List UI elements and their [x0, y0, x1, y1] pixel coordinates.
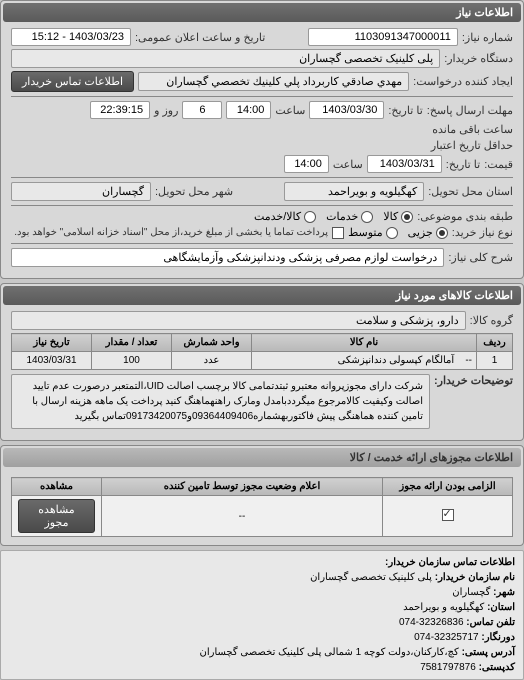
col-row: ردیف — [477, 334, 513, 352]
cell-name: آمالگام کپسولی دندانپزشکی — [338, 355, 455, 366]
permit-col-status: اعلام وضعیت مجوز توسط تامین کننده — [102, 478, 383, 496]
footer-postcode-label: کدپستی: — [479, 662, 515, 673]
min-valid-label: حداقل تاریخ اعتبار — [431, 139, 513, 152]
deadline-time: 14:00 — [226, 101, 271, 119]
footer-city: گچساران — [452, 587, 490, 598]
permit-mandatory-checkbox[interactable] — [442, 509, 454, 521]
buy-note: پرداخت تماما یا بخشی از مبلغ خرید،از محل… — [14, 227, 328, 238]
buyer-value: پلی کلینیک تخصصی گچساران — [11, 49, 440, 68]
goods-header: اطلاعات کالاهای مورد نیاز — [3, 286, 521, 305]
deadline-send-label: مهلت ارسال پاسخ: — [427, 104, 513, 117]
col-qty: تعداد / مقدار — [92, 334, 172, 352]
permit-col-mandatory: الزامی بودن ارائه مجوز — [383, 478, 513, 496]
footer-fax-label: دورنگار: — [481, 632, 515, 643]
permit-status-value: -- — [102, 496, 383, 537]
footer-province: کهگیلویه و بویراحمد — [403, 602, 484, 613]
time-label-2: ساعت — [333, 158, 363, 171]
radio-khadamat[interactable] — [361, 211, 373, 223]
announce-label: تاریخ و ساعت اعلان عمومی: — [135, 31, 265, 44]
radio-motavaset[interactable] — [386, 227, 398, 239]
need-info-header: اطلاعات نیاز — [3, 3, 521, 22]
desc-label: شرح کلی نیاز: — [448, 251, 513, 264]
permit-view-button[interactable]: مشاهده مجوز — [18, 499, 95, 533]
remain-label: ساعت باقی مانده — [432, 123, 513, 136]
col-unit: واحد شمارش — [172, 334, 252, 352]
note-value: شرکت دارای مجوزپروانه معتبرو ثبتدتمامی ک… — [11, 374, 430, 429]
price-label: قیمت: — [484, 158, 513, 171]
need-info-panel: اطلاعات نیاز شماره نیاز: 110309134700001… — [0, 0, 524, 279]
radio-jozi-label: جزیی — [408, 226, 433, 239]
footer-header: اطلاعات تماس سازمان خریدار: — [9, 555, 515, 570]
footer-org: پلی کلینیک تخصصی گچساران — [310, 572, 432, 583]
footer-phone: 32326836-074 — [399, 617, 464, 628]
city-label: شهر محل تحویل: — [155, 185, 233, 198]
treasury-checkbox[interactable] — [332, 227, 344, 239]
radio-kala[interactable] — [401, 211, 413, 223]
footer-province-label: استان: — [487, 602, 515, 613]
days-label: روز و — [154, 104, 178, 117]
footer-address: کچ،کارکنان،دولت کوچه 1 شمالی پلی کلینیک … — [200, 647, 459, 658]
time-label-1: ساعت — [275, 104, 305, 117]
province-label: استان محل تحویل: — [428, 185, 513, 198]
requester-value: مهدي صادقي كاربرداد پلي كلينيك تخصصي گچس… — [138, 72, 409, 91]
footer-org-label: نام سازمان خریدار: — [435, 572, 515, 583]
contact-buyer-button[interactable]: اطلاعات تماس خریدار — [11, 71, 134, 92]
goods-group-value: دارو، پزشکی و سلامت — [11, 311, 466, 330]
buyer-label: دستگاه خریدار: — [444, 52, 513, 65]
permit-table: الزامی بودن ارائه مجوز اعلام وضعیت مجوز … — [11, 477, 513, 537]
deadline-date: 1403/03/30 — [309, 101, 384, 119]
req-no-value: 1103091347000011 — [308, 28, 458, 46]
province-value: کهگیلویه و بویراحمد — [284, 182, 424, 201]
footer-address-label: آدرس پستی: — [462, 647, 515, 658]
radio-motavaset-label: متوسط — [348, 226, 383, 239]
note-label: توضیحات خریدار: — [434, 374, 513, 387]
group-radio-group: کالا خدمات کالا/خدمت — [254, 210, 413, 223]
price-time: 14:00 — [284, 155, 329, 173]
desc-value: درخواست لوازم مصرفی پزشکی ودندانپزشکی وآ… — [11, 248, 444, 267]
footer-city-label: شهر: — [493, 587, 515, 598]
footer-postcode: 7581797876 — [420, 662, 476, 673]
col-name: نام کالا — [252, 334, 477, 352]
goods-table: ردیف نام کالا واحد شمارش تعداد / مقدار ت… — [11, 333, 513, 370]
cell-unit: عدد — [172, 352, 252, 370]
radio-both[interactable] — [304, 211, 316, 223]
cell-row: 1 — [477, 352, 513, 370]
days-value: 6 — [182, 101, 222, 119]
permit-row: -- مشاهده مجوز — [12, 496, 513, 537]
remain-value: 22:39:15 — [90, 101, 150, 119]
goods-panel: اطلاعات کالاهای مورد نیاز گروه کالا: دار… — [0, 283, 524, 441]
announce-value: 1403/03/23 - 15:12 — [11, 28, 131, 46]
city-value: گچساران — [11, 182, 151, 201]
cell-code: -- — [465, 355, 472, 366]
footer-contact: اطلاعات تماس سازمان خریدار: نام سازمان خ… — [0, 550, 524, 680]
buy-type-label: نوع نیاز خرید: — [452, 226, 513, 239]
price-date: 1403/03/31 — [367, 155, 442, 173]
buy-radio-group: جزیی متوسط — [348, 226, 448, 239]
price-to-label: تا تاریخ: — [446, 158, 480, 171]
col-date: تاریخ نیاز — [12, 334, 92, 352]
permit-panel: اطلاعات مجوزهای ارائه خدمت / کالا الزامی… — [0, 445, 524, 546]
footer-fax: 32325717-074 — [414, 632, 479, 643]
radio-jozi[interactable] — [436, 227, 448, 239]
table-row: 1 -- آمالگام کپسولی دندانپزشکی عدد 100 1… — [12, 352, 513, 370]
goods-group-label: گروه کالا: — [470, 314, 513, 327]
permit-col-view: مشاهده — [12, 478, 102, 496]
group-label: طبقه بندی موضوعی: — [417, 210, 513, 223]
cell-date: 1403/03/31 — [12, 352, 92, 370]
cell-qty: 100 — [92, 352, 172, 370]
req-no-label: شماره نیاز: — [462, 31, 513, 44]
footer-phone-label: تلفن تماس: — [466, 617, 515, 628]
radio-khadamat-label: خدمات — [326, 210, 358, 223]
deadline-to-label: تا تاریخ: — [388, 104, 422, 117]
radio-both-label: کالا/خدمت — [254, 210, 301, 223]
permit-header: اطلاعات مجوزهای ارائه خدمت / کالا — [3, 448, 521, 467]
radio-kala-label: کالا — [383, 210, 398, 223]
requester-label: ایجاد کننده درخواست: — [413, 75, 513, 88]
